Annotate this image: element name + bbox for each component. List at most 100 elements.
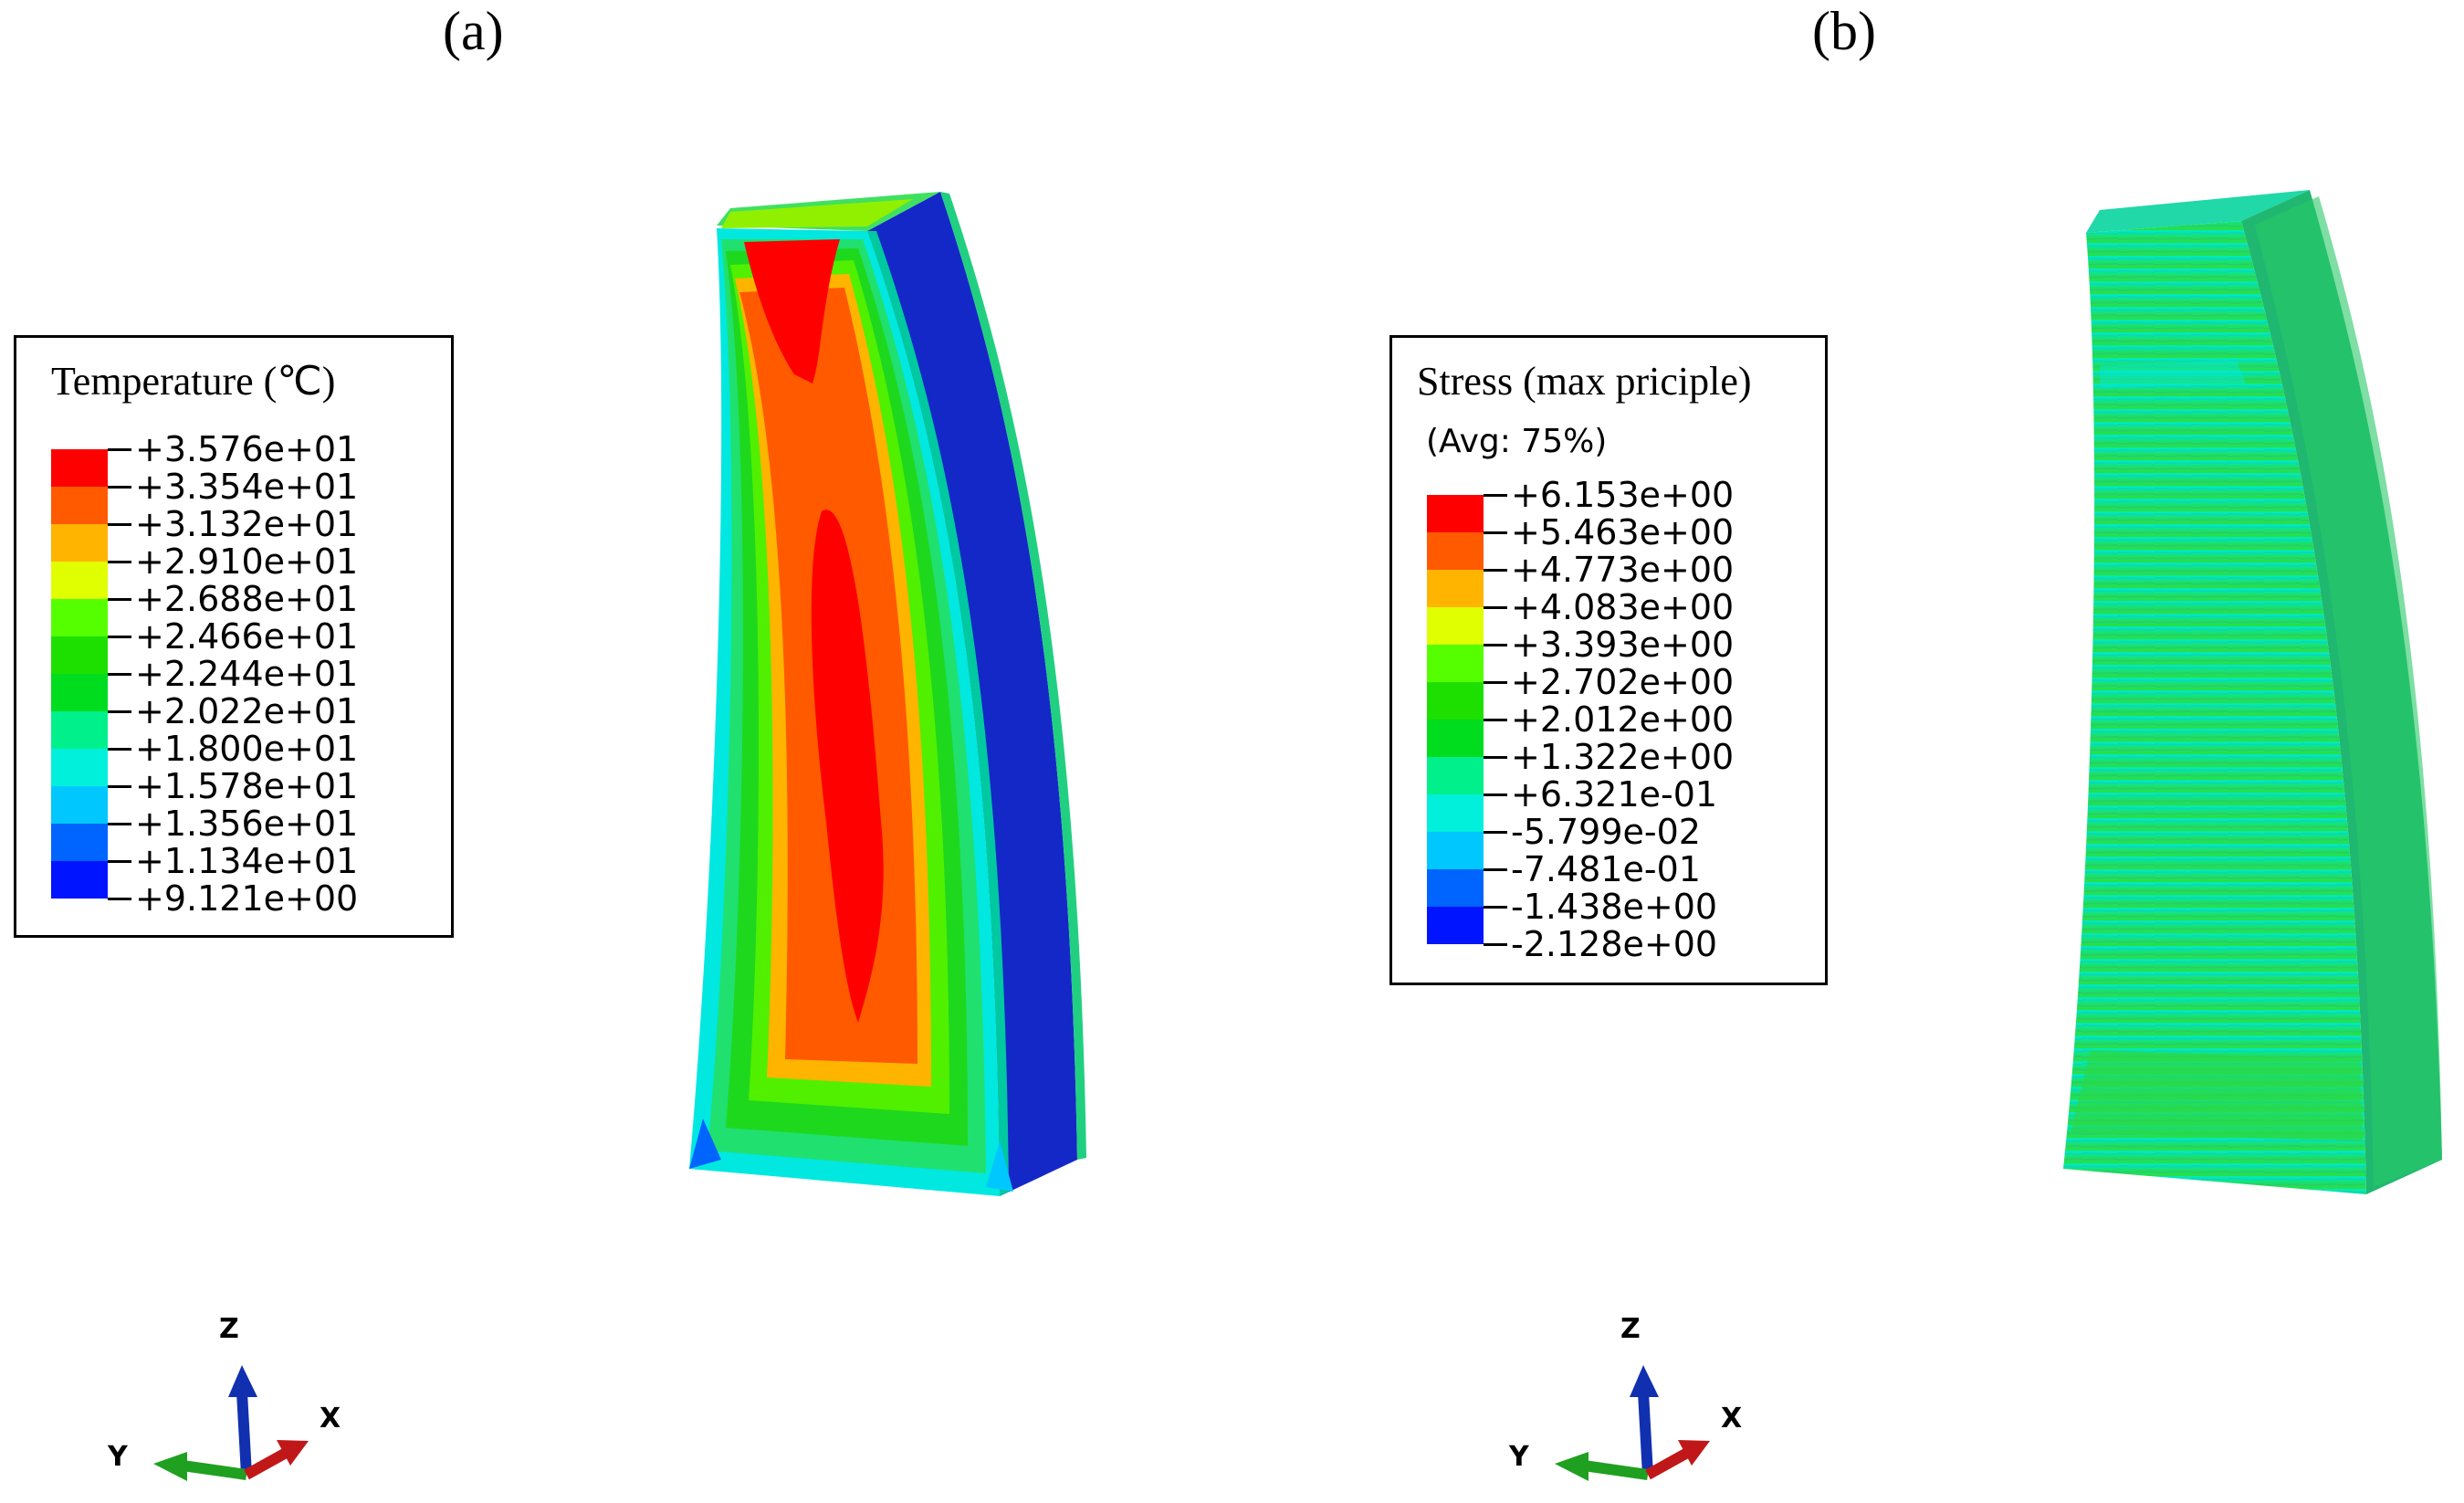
legend-tick-mark xyxy=(1484,756,1507,759)
legend-tick-label: +4.773e+00 xyxy=(1511,550,1735,590)
x-arrow-icon xyxy=(277,1440,309,1466)
panel-b-label: (b) xyxy=(1812,1,1876,61)
legend-tick-label: +2.244e+01 xyxy=(135,654,359,694)
legend-tick-mark xyxy=(108,748,131,751)
legend-tick-mark xyxy=(108,785,131,788)
axis-x-label: X xyxy=(320,1403,341,1435)
legend-swatch xyxy=(1427,570,1484,607)
legend-swatch xyxy=(51,861,108,899)
legend-tick-label: -5.799e-02 xyxy=(1511,812,1701,852)
axis-y-label: Y xyxy=(107,1441,129,1473)
legend-tick-label: +1.356e+01 xyxy=(135,804,359,844)
legend-tick-mark xyxy=(1484,831,1507,834)
legend-swatch xyxy=(1427,757,1484,794)
legend-title: Temperature (℃) xyxy=(51,359,336,404)
z-arrow-icon xyxy=(228,1365,257,1397)
legend-tick-mark xyxy=(1484,681,1507,684)
legend-swatch xyxy=(1427,794,1484,832)
legend-tick-label: +3.576e+01 xyxy=(135,429,359,469)
axis-triad-b: Z Y X xyxy=(1508,1313,1742,1481)
legend-tick-label: -1.438e+00 xyxy=(1511,887,1718,927)
axis-y-label: Y xyxy=(1508,1441,1530,1473)
legend-tick-mark xyxy=(108,561,131,563)
legend-tick-mark xyxy=(1484,606,1507,609)
legend-tick-label: +2.466e+01 xyxy=(135,616,359,657)
legend-swatch xyxy=(51,636,108,674)
legend-tick-label: -2.128e+00 xyxy=(1511,924,1718,964)
axis-z-label: Z xyxy=(1620,1313,1641,1345)
legend-tick-label: +2.022e+01 xyxy=(135,691,359,731)
legend-tick-label: +6.321e-01 xyxy=(1511,774,1718,815)
legend-tick-label: +1.800e+01 xyxy=(135,729,359,769)
stress-model xyxy=(2063,190,2442,1194)
axis-x-label: X xyxy=(1721,1403,1742,1435)
legend-tick-label: +9.121e+00 xyxy=(135,878,359,919)
axis-triad-a: Z Y X xyxy=(107,1313,341,1481)
panel-a-label: (a) xyxy=(443,1,504,61)
legend-tick-label: +1.578e+01 xyxy=(135,766,359,806)
legend-swatch xyxy=(1427,907,1484,944)
legend-swatch xyxy=(1427,532,1484,570)
legend-tick-label: +3.132e+01 xyxy=(135,504,359,544)
legend-swatch xyxy=(1427,869,1484,907)
legend-tick-mark xyxy=(108,523,131,526)
legend-tick-mark xyxy=(1484,794,1507,796)
legend-swatch xyxy=(51,487,108,524)
legend-tick-mark xyxy=(108,710,131,713)
legend-tick-mark xyxy=(1484,644,1507,646)
legend-swatch xyxy=(1427,832,1484,869)
legend-tick-label: +6.153e+00 xyxy=(1511,475,1735,515)
legend-title: Stress (max priciple) xyxy=(1417,359,1752,404)
legend-swatch xyxy=(51,674,108,711)
legend-tick-mark xyxy=(108,673,131,676)
legend-swatch xyxy=(51,524,108,562)
legend-tick-label: +2.910e+01 xyxy=(135,541,359,582)
legend-subtitle: (Avg: 75%) xyxy=(1426,423,1608,460)
legend-swatch xyxy=(51,824,108,861)
legend-tick-mark xyxy=(1484,569,1507,572)
legend-tick-label: +2.012e+00 xyxy=(1511,699,1735,740)
legend-swatch xyxy=(1427,720,1484,757)
legend-tick-mark xyxy=(1484,906,1507,909)
legend-swatch xyxy=(51,449,108,487)
legend-tick-mark xyxy=(108,448,131,451)
temperature-model xyxy=(689,192,1086,1196)
legend-tick-mark xyxy=(108,598,131,601)
legend-tick-mark xyxy=(108,823,131,825)
temperature-legend: Temperature (℃) +3.576e+01 +3.354e+01 +3.1… xyxy=(14,335,454,938)
x-arrow-icon xyxy=(1678,1440,1710,1466)
legend-tick-mark xyxy=(1484,943,1507,946)
legend-swatch xyxy=(51,786,108,824)
legend-swatch xyxy=(51,562,108,599)
legend-tick-label: +5.463e+00 xyxy=(1511,512,1735,552)
y-arrow-icon xyxy=(1555,1452,1588,1481)
legend-tick-mark xyxy=(1484,494,1507,497)
legend-tick-label: +1.134e+01 xyxy=(135,841,359,881)
axis-z-label: Z xyxy=(219,1313,239,1345)
legend-tick-mark xyxy=(108,636,131,638)
legend-tick-label: -7.481e-01 xyxy=(1511,849,1701,889)
legend-swatch xyxy=(1427,645,1484,682)
legend-tick-mark xyxy=(1484,868,1507,871)
legend-swatch xyxy=(1427,682,1484,720)
legend-swatch xyxy=(51,599,108,636)
legend-tick-mark xyxy=(108,898,131,900)
legend-tick-label: +3.354e+01 xyxy=(135,467,359,507)
legend-swatch xyxy=(1427,607,1484,645)
legend-tick-mark xyxy=(1484,531,1507,534)
y-arrow-icon xyxy=(153,1452,187,1481)
legend-tick-mark xyxy=(1484,719,1507,721)
legend-tick-label: +4.083e+00 xyxy=(1511,587,1735,627)
legend-swatch xyxy=(51,749,108,786)
z-arrow-icon xyxy=(1630,1365,1659,1397)
legend-tick-mark xyxy=(108,486,131,489)
legend-tick-label: +2.702e+00 xyxy=(1511,662,1735,702)
legend-tick-label: +3.393e+00 xyxy=(1511,625,1735,665)
stress-legend: Stress (max priciple) (Avg: 75%) +6.153e… xyxy=(1389,335,1828,985)
legend-swatch xyxy=(1427,495,1484,532)
legend-tick-mark xyxy=(108,860,131,863)
legend-tick-label: +1.322e+00 xyxy=(1511,737,1735,777)
legend-swatch xyxy=(51,711,108,749)
legend-tick-label: +2.688e+01 xyxy=(135,579,359,619)
